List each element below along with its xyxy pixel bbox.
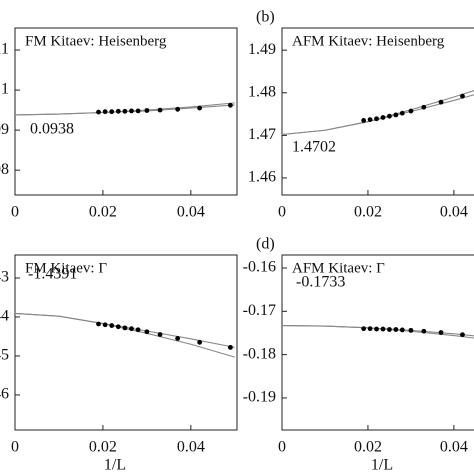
data-point [115, 108, 121, 114]
fit-line [281, 90, 474, 136]
data-point [460, 93, 465, 99]
data-point [144, 108, 150, 113]
y-tick-label: -0.18 [243, 345, 276, 362]
x-axis-label: 1/L [104, 457, 126, 474]
data-point [96, 321, 101, 327]
data-point [408, 108, 414, 114]
y-tick-label: 1.49 [248, 41, 276, 58]
data-point [197, 339, 203, 345]
x-tick-label: 0.04 [440, 439, 468, 456]
data-point [438, 330, 444, 335]
x-tick-label: 0.04 [440, 204, 468, 221]
annotation: -0.1733 [296, 274, 345, 291]
y-tick-label: 1.46 [248, 169, 276, 186]
x-tick-label: 0.02 [354, 439, 382, 456]
y-tick-label: -1.44 [0, 308, 9, 325]
y-tick-label: -0.19 [243, 389, 276, 406]
data-point [374, 326, 379, 332]
data-point [129, 326, 134, 332]
panel-title: FM Kitaev: Γ [25, 260, 107, 276]
annotation: 0.0938 [30, 121, 74, 138]
data-point [109, 109, 115, 115]
x-tick-label: 0.04 [177, 204, 205, 221]
x-tick-label: 0.04 [177, 439, 205, 456]
data-point [228, 344, 233, 350]
y-tick-label: 0.08 [0, 161, 9, 178]
data-point [122, 108, 128, 114]
plot-frame [14, 254, 238, 431]
annotation: 1.4702 [292, 139, 336, 156]
data-point [421, 328, 427, 334]
data-point [129, 108, 134, 114]
data-point [408, 327, 414, 333]
y-tick-label: 0.11 [0, 41, 9, 58]
data-point [135, 327, 141, 333]
y-tick-label: 1.48 [248, 83, 276, 100]
y-tick-label: 1.47 [248, 126, 276, 143]
y-tick-label: -1.46 [0, 386, 9, 403]
panel-title: AFM Kitaev: Γ [292, 260, 385, 276]
data-point [102, 322, 108, 328]
data-point [157, 107, 163, 113]
data-point [399, 327, 405, 333]
data-point [361, 326, 367, 332]
data-point [399, 110, 405, 116]
data-point [393, 112, 399, 118]
data-point [175, 336, 181, 341]
data-point [421, 104, 427, 110]
fit-line [281, 94, 474, 136]
y-tick-label: -1.43 [0, 269, 9, 286]
x-tick-label: 0 [278, 204, 286, 221]
data-point [367, 326, 373, 332]
x-tick-label: 0.02 [89, 204, 117, 221]
y-tick-label: -0.17 [243, 302, 276, 319]
data-point [157, 332, 163, 337]
data-point [380, 326, 386, 332]
plot-frame [14, 27, 238, 196]
data-point [109, 323, 115, 328]
data-point [175, 106, 181, 112]
data-point [387, 113, 392, 119]
annotation: -1.4391 [28, 266, 77, 283]
data-point [374, 116, 379, 122]
panel-title: FM Kitaev: Heisenberg [25, 33, 167, 49]
x-axis-label: 1/L [371, 457, 393, 474]
y-tick-label: 0.1 [0, 81, 9, 98]
y-tick-label: -0.16 [243, 259, 276, 276]
data-point [135, 108, 141, 114]
data-point [96, 109, 101, 115]
data-point [438, 99, 444, 105]
x-tick-label: 0.02 [354, 204, 382, 221]
plot-frame [281, 27, 474, 196]
x-tick-label: 0 [11, 204, 19, 221]
data-point [380, 115, 386, 120]
x-tick-label: 0 [11, 439, 19, 456]
x-tick-label: 0.02 [89, 439, 117, 456]
data-point [144, 329, 150, 335]
data-point [122, 325, 128, 331]
panel-title: AFM Kitaev: Heisenberg [292, 33, 445, 49]
data-point [387, 327, 392, 332]
data-point [361, 118, 367, 123]
data-point [115, 324, 121, 330]
fit-line [14, 312, 235, 358]
plot-frame [281, 254, 474, 431]
data-point [102, 109, 108, 115]
y-tick-label: 0.09 [0, 121, 9, 138]
data-point [228, 102, 233, 108]
panel-label: (b) [256, 9, 275, 26]
y-tick-label: -1.45 [0, 347, 9, 364]
data-point [393, 327, 399, 332]
data-point [197, 105, 203, 111]
data-point [367, 117, 373, 122]
panel-label: (d) [256, 236, 275, 253]
data-point [460, 332, 465, 338]
x-tick-label: 0 [278, 439, 286, 456]
